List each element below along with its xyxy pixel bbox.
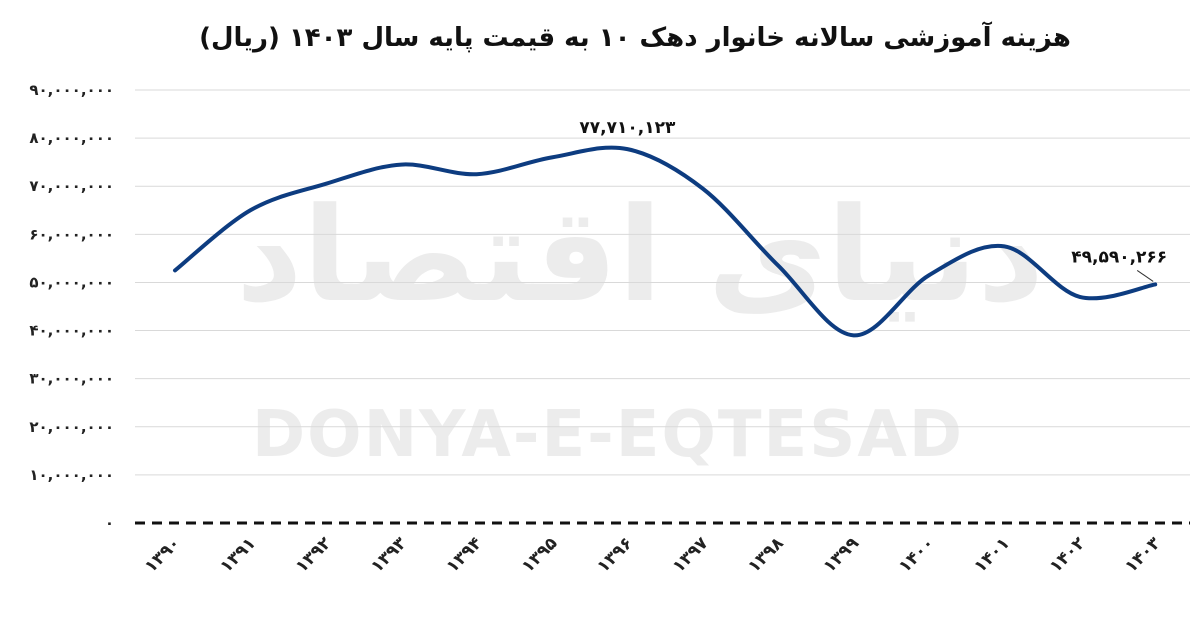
x-tick-label: ۱۳۹۱ [216,533,259,576]
y-axis: ۰ ۱۰,۰۰۰,۰۰۰ ۲۰,۰۰۰,۰۰۰ ۳۰,۰۰۰,۰۰۰ ۴۰,۰۰۰,۰۰… [29,81,114,532]
x-tick-label: ۱۳۹۴ [443,533,486,576]
data-point [702,188,704,190]
data-point [626,148,628,150]
x-tick-label: ۱۳۹۸ [744,533,788,577]
y-tick-label: ۱۰,۰۰۰,۰۰۰ [29,466,114,484]
y-tick-label: ۳۰,۰۰۰,۰۰۰ [29,370,114,388]
y-tick-label: ۹۰,۰۰۰,۰۰۰ [29,81,114,99]
data-point [249,209,251,211]
x-tick-label: ۱۳۹۳ [367,533,411,577]
data-point [1079,296,1081,298]
watermark: دنیای اقتصاد DONYA-E-EQTESAD [236,179,1044,472]
y-tick-label: ۶۰,۰۰۰,۰۰۰ [29,225,114,243]
data-point [1003,245,1005,247]
data-point [476,173,478,175]
data-label: ۷۷,۷۱۰,۱۲۳ [579,118,676,138]
data-point [551,156,553,158]
data-point [1154,283,1156,285]
x-tick-label: ۱۳۹۲ [292,533,336,577]
x-tick-label: ۱۴۰۳ [1121,533,1165,577]
gridlines [135,89,1190,525]
data-point [928,274,930,276]
data-labels: ۷۷,۷۱۰,۱۲۳ ۴۹,۵۹۰,۲۶۶ [579,118,1167,282]
x-tick-label: ۱۳۹۷ [669,533,713,577]
data-label-leader [1136,270,1154,282]
x-tick-label: ۱۴۰۱ [970,533,1013,576]
y-tick-label: ۲۰,۰۰۰,۰۰۰ [29,418,114,436]
x-tick-label: ۱۳۹۰ [141,533,184,576]
x-tick-label: ۱۴۰۲ [1046,533,1090,577]
y-tick-label: ۴۰,۰۰۰,۰۰۰ [29,322,114,340]
data-point [777,265,779,267]
data-label: ۴۹,۵۹۰,۲۶۶ [1071,247,1167,267]
watermark-latin-text: DONYA-E-EQTESAD [252,398,964,472]
data-point [325,183,327,185]
series-layer [173,145,1158,338]
y-tick-label: ۸۰,۰۰۰,۰۰۰ [29,129,114,147]
y-tick-label: ۷۰,۰۰۰,۰۰۰ [29,177,114,195]
x-tick-label: ۱۴۰۰ [895,533,938,576]
watermark-logo-text: دنیای اقتصاد [236,179,1044,331]
series-line [173,145,1158,338]
x-tick-label: ۱۳۹۹ [820,533,864,577]
x-axis: ۱۳۹۰ ۱۳۹۱ ۱۳۹۲ ۱۳۹۳ ۱۳۹۴ ۱۳۹۵ ۱۳۹۶ ۱۳۹۷ ۱۳۹۸ ۱۳۹۹… [141,533,1165,577]
y-tick-label: ۰ [105,514,114,532]
chart-title: هزینه آموزشی سالانه خانوار دهک ۱۰ به قیم… [199,21,1071,53]
data-point [400,164,402,166]
data-point [174,269,176,271]
y-tick-label: ۵۰,۰۰۰,۰۰۰ [29,273,114,291]
x-tick-label: ۱۳۹۶ [593,533,636,576]
x-tick-label: ۱۳۹۵ [518,533,561,576]
data-point [853,334,855,336]
